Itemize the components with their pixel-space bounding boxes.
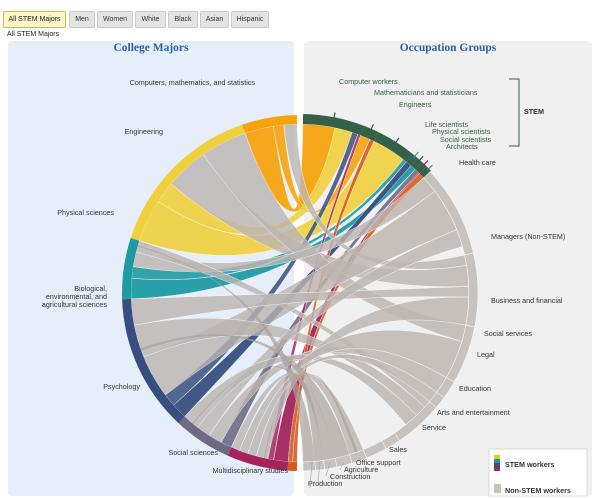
occupation-label-computer-workers: Computer workers xyxy=(339,77,398,86)
stem-marker-social-scientists xyxy=(421,160,429,167)
occupation-arc-mathematicians-and-statisticians[interactable] xyxy=(360,125,379,142)
occupation-label-service: Service xyxy=(422,423,446,432)
legend-stem-swatch xyxy=(494,455,500,459)
tab-black[interactable]: Black xyxy=(168,11,198,28)
tab-hispanic[interactable]: Hispanic xyxy=(231,11,269,28)
legend-stem-swatch xyxy=(494,459,500,463)
occupation-label-engineers: Engineers xyxy=(399,100,432,109)
tab-women[interactable]: Women xyxy=(97,11,133,28)
major-arc-psychology[interactable] xyxy=(178,416,232,456)
major-label-engineering: Engineering xyxy=(125,127,163,136)
leader-line xyxy=(325,461,331,477)
occupation-label-sales: Sales xyxy=(389,445,407,454)
tab-men[interactable]: Men xyxy=(69,11,95,28)
occupation-label-agriculture: Agriculture xyxy=(344,465,378,474)
occupation-label-life-scientists: Life scientists xyxy=(425,120,469,129)
major-arc-physical-sciences[interactable] xyxy=(121,238,140,300)
legend-nonstem-swatch xyxy=(494,484,501,493)
ribbon-multidisciplinary-studies-to-sales[interactable] xyxy=(288,374,358,462)
leader-line xyxy=(309,461,313,489)
ribbon-layer xyxy=(130,123,470,463)
occupation-arc-engineers[interactable] xyxy=(374,132,413,162)
legend-box xyxy=(488,448,588,497)
occupation-label-production: Production xyxy=(308,479,342,488)
legend-stem-swatch xyxy=(494,467,500,471)
stem-marker-life-scientists xyxy=(412,151,419,159)
major-label-multidisciplinary-studies: Multidisciplinary studies xyxy=(213,466,289,475)
occupation-arc-agriculture[interactable] xyxy=(323,458,338,470)
major-arc-computers-mathematics-and-statistics[interactable] xyxy=(242,115,298,134)
arc-layer xyxy=(121,112,479,472)
major-label-biological-environmental-and-agricultural-sciences: Biological, environmental, and agricultura… xyxy=(42,284,108,309)
occupation-label-education: Education xyxy=(459,384,491,393)
stem-bracket: STEM xyxy=(509,78,544,147)
stem-marker-engineers xyxy=(394,137,400,145)
major-arc-engineering[interactable] xyxy=(130,124,245,241)
occupation-label-physical-scientists: Physical scientists xyxy=(432,127,491,136)
selection-subtitle: All STEM Majors xyxy=(7,31,60,38)
stem-marker-computer-workers xyxy=(333,112,336,121)
tab-white[interactable]: White xyxy=(135,11,166,28)
stem-marker-architects xyxy=(426,164,433,172)
occupations-panel-title: Occupation Groups xyxy=(400,42,497,54)
major-arc-social-sciences[interactable] xyxy=(227,447,289,471)
ribbon-biological-environmental-and-agricultural-sciences-to-office-support[interactable] xyxy=(140,334,350,459)
occupation-label-architects: Architects xyxy=(446,142,478,151)
tab-all-stem-majors[interactable]: All STEM Majors xyxy=(3,11,66,28)
occupation-arc-computer-workers[interactable] xyxy=(302,114,365,136)
stem-marker-physical-scientists xyxy=(417,155,424,163)
occupation-label-business-and-financial: Business and financial xyxy=(491,296,563,305)
leader-line xyxy=(317,461,321,483)
occupation-label-office-support: Office support xyxy=(356,458,401,467)
occupation-label-arts-and-entertainment: Arts and entertainment xyxy=(437,408,510,417)
stem-bracket-line xyxy=(509,78,520,147)
major-arc-biological-environmental-and-agricultural-sciences[interactable] xyxy=(122,298,185,424)
label-layer: Computers, mathematics, and statistics En… xyxy=(42,77,565,489)
legend-stem-swatch xyxy=(494,463,500,467)
occupation-label-social-scientists: Social scientists xyxy=(440,135,492,144)
major-label-computers-mathematics-and-statistics: Computers, mathematics, and statistics xyxy=(130,78,256,87)
legend: STEM workers Non-STEM workers xyxy=(488,448,588,497)
filter-tab-bar: All STEM Majors Men Women White Black As… xyxy=(0,4,602,30)
occupation-label-mathematicians-and-statisticians: Mathematicians and statisticians xyxy=(374,88,478,97)
ribbon-physical-sciences-to-production[interactable] xyxy=(137,245,315,462)
occupation-label-construction: Construction xyxy=(330,472,370,481)
stem-bracket-label: STEM xyxy=(524,107,544,116)
ribbon-social-sciences-to-construction[interactable] xyxy=(263,376,324,462)
occupation-arc-production[interactable] xyxy=(302,461,316,472)
major-arc-multidisciplinary-studies[interactable] xyxy=(287,461,298,471)
occupation-label-social-services: Social services xyxy=(484,329,532,338)
major-label-social-sciences: Social sciences xyxy=(168,448,218,457)
tab-asian[interactable]: Asian xyxy=(200,11,229,28)
occupation-label-health-care: Health care xyxy=(459,158,496,167)
majors-panel-title: College Majors xyxy=(113,42,189,54)
major-label-physical-sciences: Physical sciences xyxy=(57,208,114,217)
occupation-label-managers-non-stem: Managers (Non-STEM) xyxy=(491,232,565,241)
major-label-psychology: Psychology xyxy=(103,382,140,391)
legend-nonstem-label: Non-STEM workers xyxy=(505,486,571,495)
occupation-label-legal: Legal xyxy=(477,350,495,359)
leader-line xyxy=(339,461,345,471)
legend-stem-label: STEM workers xyxy=(505,460,555,469)
stem-marker-mathematicians-and-statisticians xyxy=(369,124,374,132)
